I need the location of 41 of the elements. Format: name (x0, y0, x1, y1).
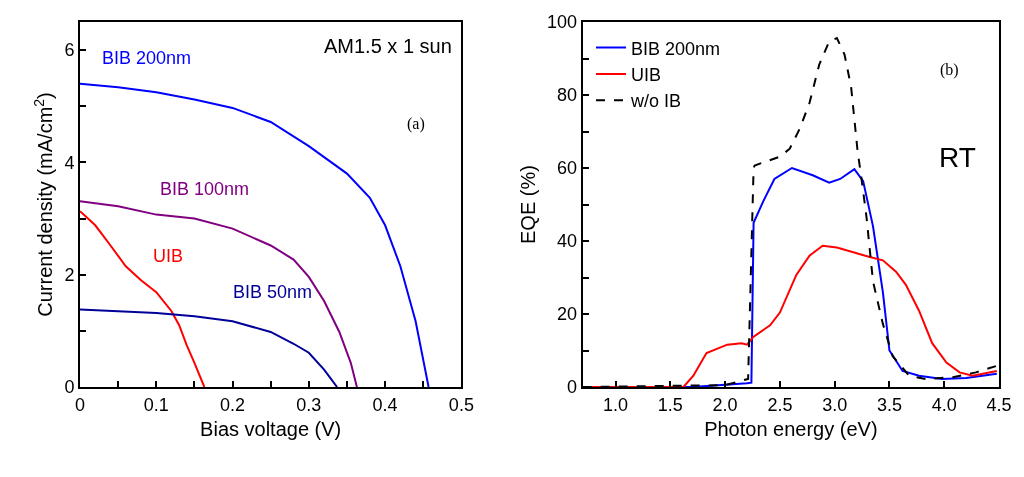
y-tick-label: 100 (547, 12, 578, 33)
annotation: AM1.5 x 1 sun (324, 35, 452, 57)
series-label: BIB 100nm (160, 179, 250, 199)
x-tick-label: 1.0 (603, 394, 629, 415)
line-series (80, 82, 430, 387)
x-tick-label: 0.1 (143, 394, 169, 415)
x-tick-label: 3.5 (876, 394, 902, 415)
y-axis-title: EQE (%) (517, 165, 540, 244)
legend-label: UIB (631, 64, 662, 85)
x-tick-label: 4.0 (931, 394, 957, 415)
y-tick-label: 0 (567, 377, 578, 398)
y-tick-label: 40 (557, 231, 578, 252)
series-label: UIB (153, 246, 184, 266)
x-tick-label: 3.0 (822, 394, 848, 415)
y-tick-label: 80 (557, 85, 578, 106)
series-label: BIB 50nm (233, 282, 313, 302)
legend-label: BIB 200nm (631, 38, 721, 59)
y-tick-label: 2 (64, 264, 75, 285)
series-label: BIB 200nm (102, 48, 192, 68)
y-tick-label: 0 (64, 377, 75, 398)
line-series (80, 210, 206, 387)
line-series (80, 200, 358, 387)
legend-label: w/o IB (630, 91, 682, 112)
annotation: (b) (940, 61, 959, 79)
x-tick-label: 0.3 (296, 394, 322, 415)
x-tick-label: 2.0 (712, 394, 738, 415)
x-axis-title: Photon energy (eV) (704, 417, 878, 440)
y-tick-label: 4 (64, 152, 75, 173)
y-tick-label: 20 (557, 304, 578, 325)
annotation: (a) (407, 115, 425, 133)
x-tick-label: 2.5 (767, 394, 793, 415)
line-series (80, 308, 339, 387)
y-tick-label: 60 (557, 158, 578, 179)
x-axis-title: Bias voltage (V) (200, 417, 342, 440)
y-tick-label: 6 (64, 40, 75, 61)
x-tick-label: 0.2 (220, 394, 246, 415)
x-tick-label: 1.5 (657, 394, 683, 415)
x-tick-label: 0.4 (372, 394, 398, 415)
x-tick-label: 4.5 (986, 394, 1012, 415)
annotation: RT (939, 142, 976, 173)
x-tick-label: 0.5 (448, 394, 474, 415)
